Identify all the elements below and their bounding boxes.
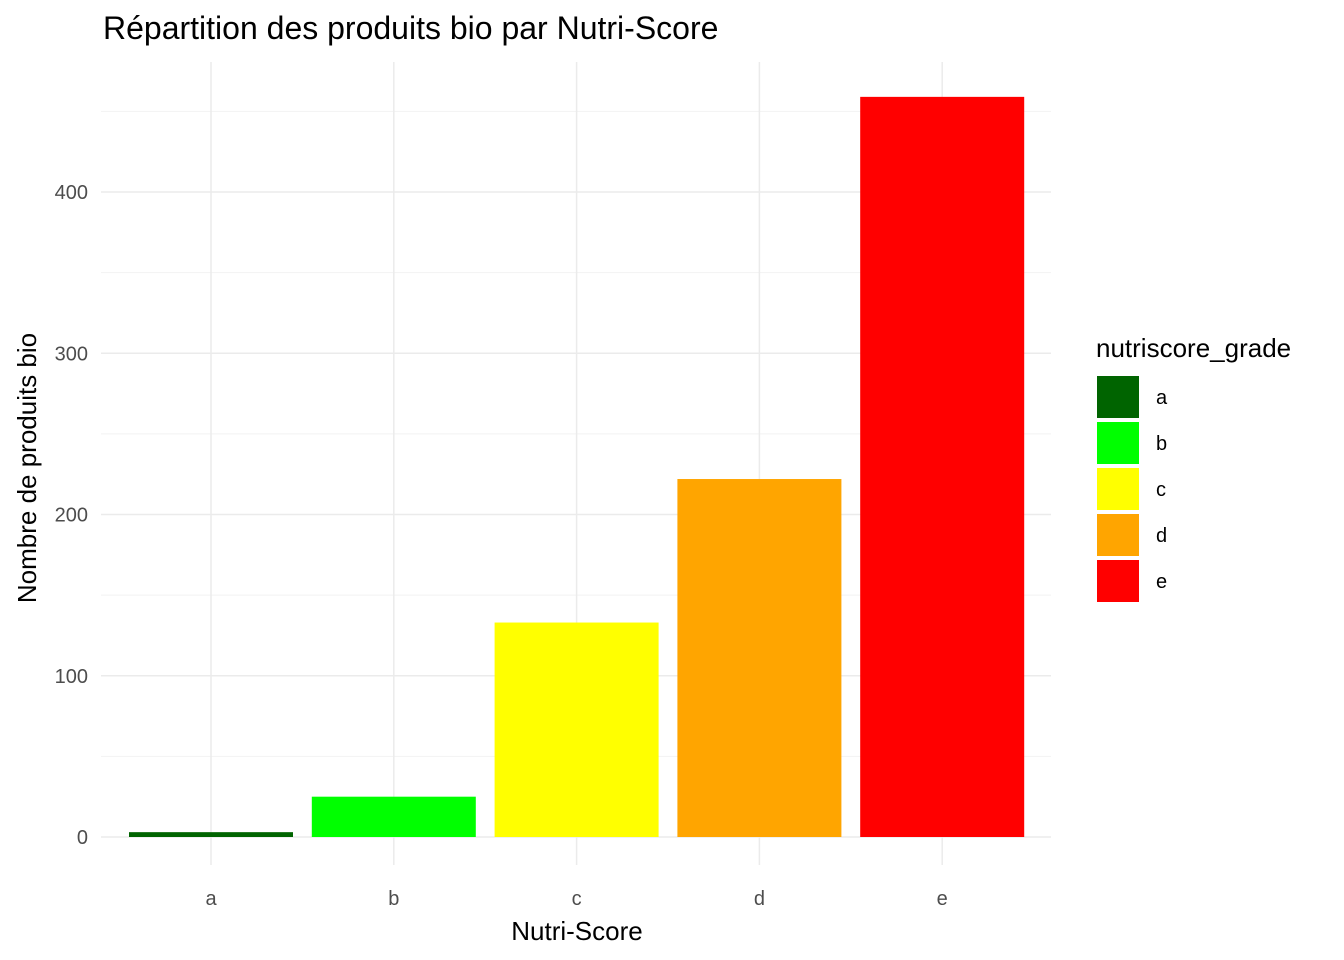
legend-swatch-e [1097,560,1139,602]
legend: nutriscore_grade a b c d e [1096,333,1291,602]
legend-swatch-b [1097,422,1139,464]
y-tick-label: 100 [55,666,88,688]
y-tick-label: 0 [77,827,88,849]
bar-a [129,832,293,837]
y-tick-label: 400 [55,182,88,204]
y-axis-ticks: 0 100 200 300 400 [55,182,88,849]
legend-label-d: d [1156,525,1167,547]
legend-swatch-d [1097,514,1139,556]
legend-label-c: c [1156,479,1166,501]
bar-e [860,96,1025,838]
y-axis-title: Nombre de produits bio [12,333,42,603]
x-tick-label: b [388,888,399,910]
bars [129,96,1025,838]
legend-label-b: b [1156,433,1167,455]
y-tick-label: 200 [55,505,88,527]
x-tick-label: d [754,888,765,910]
legend-swatch-a [1097,376,1139,418]
x-axis-title: Nutri-Score [511,916,642,946]
bar-d [677,479,842,837]
x-tick-label: c [572,888,582,910]
legend-swatch-c [1097,468,1139,510]
bar-b [311,796,476,837]
y-tick-label: 300 [55,343,88,365]
x-axis-ticks: a b c d e [205,888,947,910]
x-tick-label: e [937,888,948,910]
legend-label-a: a [1156,387,1168,409]
legend-title: nutriscore_grade [1096,333,1291,363]
x-tick-label: a [205,888,217,910]
legend-label-e: e [1156,571,1167,593]
chart-title: Répartition des produits bio par Nutri-S… [103,10,719,46]
bar-c [494,622,659,837]
